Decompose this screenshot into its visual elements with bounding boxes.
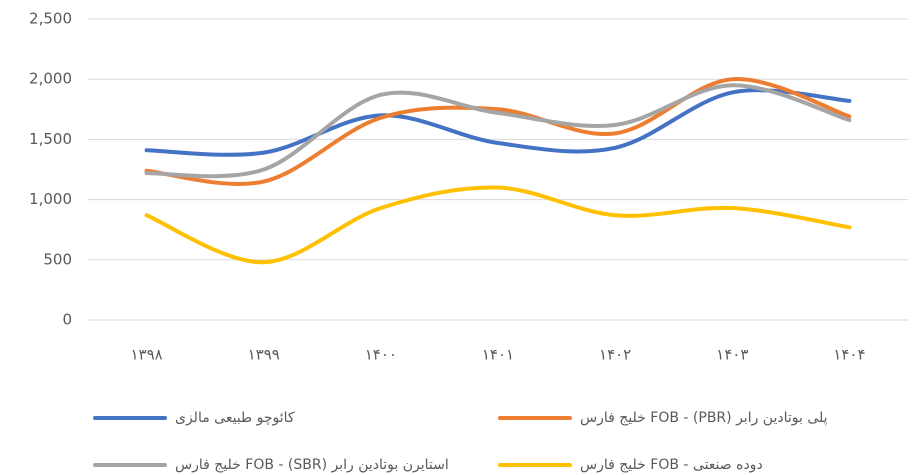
legend-label: کائوچو طبیعی مالزی	[175, 410, 295, 426]
series-line	[144, 83, 852, 179]
x-tick-label: ۱۴۰۲	[599, 346, 631, 364]
y-tick-label: 1,500	[29, 130, 72, 148]
legend-label: دوده صنعتی - FOB خلیج فارس	[580, 457, 763, 473]
y-tick-label: 1,000	[29, 190, 72, 208]
y-tick-label: 0	[62, 311, 72, 329]
y-tick-label: 2,500	[29, 10, 72, 28]
x-tick-label: ۱۴۰۱	[482, 346, 514, 364]
x-tick-label: ۱۳۹۹	[248, 346, 280, 364]
series-line	[144, 77, 852, 186]
x-tick-label: ۱۳۹۸	[130, 346, 162, 364]
series-line	[144, 88, 852, 157]
legend-label: استایرن بوتادین رابر (SBR) - FOB خلیج فا…	[175, 457, 449, 473]
x-tick-label: ۱۴۰۳	[716, 346, 748, 364]
y-tick-label: 2,000	[29, 70, 72, 88]
x-tick-label: ۱۴۰۰	[365, 346, 397, 364]
x-tick-label: ۱۴۰۴	[833, 346, 865, 364]
y-tick-label: 500	[43, 250, 72, 268]
legend-label: پلی بوتادین رابر (PBR) - FOB خلیج فارس	[580, 410, 828, 426]
series-line	[144, 185, 852, 265]
